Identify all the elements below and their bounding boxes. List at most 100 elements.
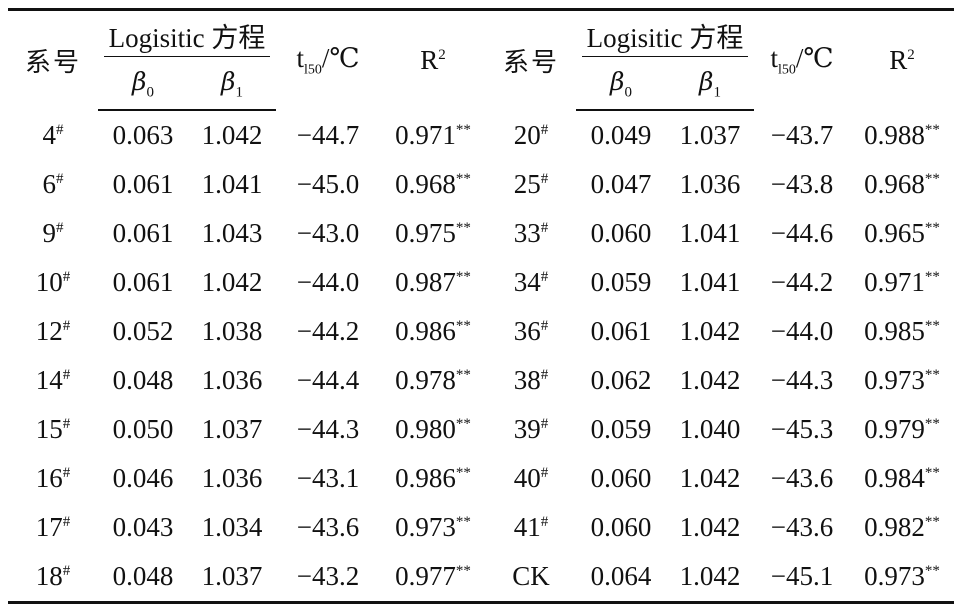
beta0-value: 0.047 <box>590 169 652 199</box>
line-id-cell-left: 4# <box>8 110 98 160</box>
beta1-value: 1.042 <box>201 267 263 297</box>
beta0-value: 0.052 <box>112 316 174 346</box>
table-row: 15# 0.050 1.037 −44.3 0.980** 39# 0.059 1.040 −4… <box>8 405 954 454</box>
line-id-cell-right: 20# <box>486 110 576 160</box>
line-mark: # <box>62 514 71 530</box>
line-mark: # <box>62 563 71 579</box>
t-unit-right: /℃ <box>795 42 834 73</box>
beta0-cell-right: 0.059 <box>576 405 666 454</box>
line-id: CK <box>512 561 550 591</box>
line-no-header-right: 系号 <box>486 8 576 110</box>
table-row: 4# 0.063 1.042 −44.7 0.971** 20# 0.049 1.037 −43… <box>8 110 954 160</box>
r2-cell-left: 0.986** <box>380 307 486 356</box>
tl50-value: −45.1 <box>770 561 834 591</box>
significance-mark: ** <box>455 514 471 530</box>
beta0-cell-right: 0.061 <box>576 307 666 356</box>
r2-value: 0.971 <box>864 267 925 297</box>
beta1-cell-right: 1.041 <box>666 209 754 258</box>
tl50-cell-left: −44.0 <box>276 258 380 307</box>
r2-value: 0.977 <box>395 561 456 591</box>
significance-mark: ** <box>455 465 471 481</box>
tl50-cell-right: −45.1 <box>754 552 850 604</box>
beta1-value: 1.036 <box>679 169 741 199</box>
logistic-title-left: Logisitic 方程 <box>108 22 266 53</box>
significance-mark: ** <box>455 121 471 138</box>
beta1-sub-right: 1 <box>713 84 721 101</box>
beta0-value: 0.050 <box>112 414 174 444</box>
significance-mark: ** <box>924 367 940 383</box>
line-id: 9 <box>42 218 57 248</box>
beta0-value: 0.048 <box>112 365 174 395</box>
line-id: 33 <box>513 218 541 248</box>
table-row: 16# 0.046 1.036 −43.1 0.986** 40# 0.060 1.042 −4… <box>8 454 954 503</box>
r2-cell-right: 0.971** <box>850 258 954 307</box>
line-id-cell-right: 34# <box>486 258 576 307</box>
r2-value: 0.973 <box>864 365 925 395</box>
significance-mark: ** <box>924 220 940 236</box>
beta0-value: 0.060 <box>590 463 652 493</box>
tl50-value: −44.2 <box>770 267 834 297</box>
r2-cell-right: 0.984** <box>850 454 954 503</box>
r2-value: 0.978 <box>395 365 456 395</box>
beta0-cell-right: 0.059 <box>576 258 666 307</box>
r2-cell-right: 0.979** <box>850 405 954 454</box>
logistic-title-right: Logisitic 方程 <box>586 22 744 53</box>
r2-cell-left: 0.973** <box>380 503 486 552</box>
beta0-cell-right: 0.049 <box>576 110 666 160</box>
beta1-symbol-left: β <box>221 67 236 97</box>
beta0-cell-left: 0.063 <box>98 110 188 160</box>
line-id: 14 <box>35 365 63 395</box>
line-mark: # <box>62 269 71 285</box>
r2-value: 0.982 <box>864 512 925 542</box>
beta1-cell-right: 1.037 <box>666 110 754 160</box>
significance-mark: ** <box>455 220 471 236</box>
beta1-cell-left: 1.037 <box>188 552 276 604</box>
tl50-value: −44.3 <box>770 365 834 395</box>
r2-header-left: R2 <box>380 8 486 110</box>
table-body: 4# 0.063 1.042 −44.7 0.971** 20# 0.049 1.037 −43… <box>8 110 954 604</box>
significance-mark: ** <box>455 269 471 285</box>
tl50-cell-right: −43.7 <box>754 110 850 160</box>
significance-mark: ** <box>455 171 471 187</box>
beta1-value: 1.042 <box>679 316 741 346</box>
beta0-cell-right: 0.062 <box>576 356 666 405</box>
beta1-value: 1.037 <box>201 414 263 444</box>
line-id: 40 <box>513 463 541 493</box>
line-id-cell-left: 16# <box>8 454 98 503</box>
beta1-value: 1.042 <box>679 365 741 395</box>
tl50-cell-left: −43.0 <box>276 209 380 258</box>
t-label-left: t <box>296 42 304 73</box>
beta1-cell-right: 1.042 <box>666 503 754 552</box>
tl50-value: −43.6 <box>296 512 360 542</box>
line-id: 38 <box>513 365 541 395</box>
beta1-cell-left: 1.037 <box>188 405 276 454</box>
beta0-header-right: β0 <box>576 59 666 111</box>
line-mark: # <box>540 465 549 481</box>
beta1-value: 1.042 <box>679 561 741 591</box>
beta1-sub-left: 1 <box>235 84 243 101</box>
significance-mark: ** <box>924 269 940 285</box>
tl50-value: −44.3 <box>296 414 360 444</box>
significance-mark: ** <box>924 514 940 530</box>
r2-value: 0.986 <box>395 463 456 493</box>
tl50-value: −43.2 <box>296 561 360 591</box>
beta1-cell-right: 1.042 <box>666 552 754 604</box>
line-id-cell-right: 25# <box>486 160 576 209</box>
beta0-value: 0.060 <box>590 512 652 542</box>
tl50-value: −43.1 <box>296 463 360 493</box>
significance-mark: ** <box>924 121 940 138</box>
beta1-cell-left: 1.041 <box>188 160 276 209</box>
line-id-cell-right: 39# <box>486 405 576 454</box>
r2-value: 0.979 <box>864 414 925 444</box>
r2-value: 0.986 <box>395 316 456 346</box>
beta0-cell-right: 0.060 <box>576 503 666 552</box>
header-row-top: 系号 Logisitic 方程 tl50/℃ R2 系号 Logisitic 方… <box>8 8 954 110</box>
tl50-cell-right: −44.2 <box>754 258 850 307</box>
line-id: 12 <box>35 316 63 346</box>
tl50-value: −44.2 <box>296 316 360 346</box>
significance-mark: ** <box>455 416 471 432</box>
beta1-cell-left: 1.043 <box>188 209 276 258</box>
t-label-right: t <box>770 42 778 73</box>
r2-value: 0.971 <box>395 119 456 150</box>
tl50-cell-right: −44.0 <box>754 307 850 356</box>
